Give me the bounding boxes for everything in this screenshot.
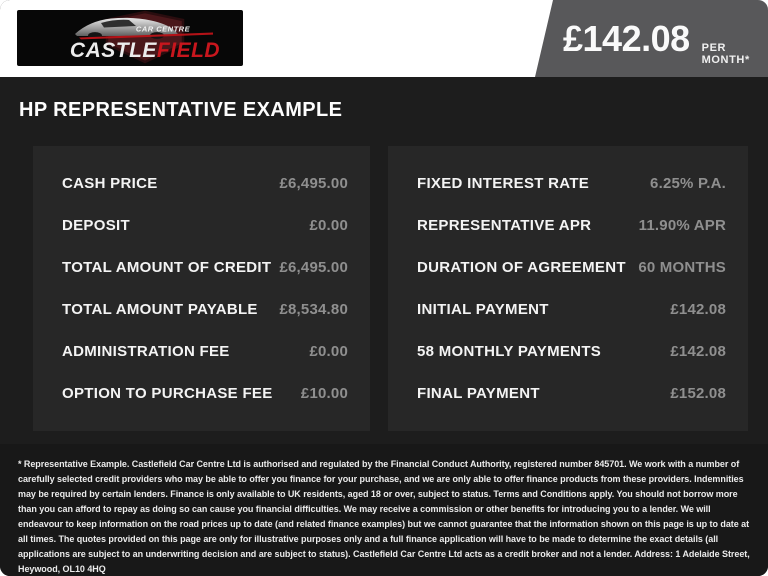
- row-label: TOTAL AMOUNT OF CREDIT: [62, 259, 272, 277]
- row-label: CASH PRICE: [62, 175, 158, 193]
- logo-tagline: CAR CENTRE: [136, 25, 191, 34]
- red-swoosh: [79, 32, 213, 40]
- row-value: £0.00: [309, 342, 348, 360]
- svg-text:CASTLEFIELD: CASTLEFIELD: [70, 39, 220, 62]
- row-value: £10.00: [300, 384, 348, 402]
- dealer-logo: CAR CENTRE CASTLEFIELD: [17, 10, 243, 66]
- finance-row-admin-fee: ADMINISTRATION FEE £0.00: [62, 330, 348, 372]
- row-label: DURATION OF AGREEMENT: [417, 259, 626, 277]
- finance-row-monthly-payments: 58 MONTHLY PAYMENTS £142.08: [417, 330, 726, 372]
- row-value: 60 MONTHS: [638, 259, 726, 277]
- finance-row-initial-payment: INITIAL PAYMENT £142.08: [417, 288, 726, 330]
- row-label: ADMINISTRATION FEE: [62, 342, 230, 360]
- row-label: OPTION TO PURCHASE FEE: [62, 384, 273, 402]
- finance-row-final-payment: FINAL PAYMENT £152.08: [417, 372, 726, 414]
- finance-panels: CASH PRICE £6,495.00 DEPOSIT £0.00 TOTAL…: [33, 146, 748, 431]
- finance-row-interest-rate: FIXED INTEREST RATE 6.25% P.A.: [417, 163, 726, 205]
- finance-row-duration: DURATION OF AGREEMENT 60 MONTHS: [417, 247, 726, 289]
- header: CAR CENTRE CASTLEFIELD £142.08 PER MONTH…: [0, 0, 768, 77]
- row-value: £142.08: [670, 342, 726, 360]
- row-label: TOTAL AMOUNT PAYABLE: [62, 300, 258, 318]
- row-value: 11.90% APR: [638, 217, 726, 235]
- monthly-price-flag: £142.08 PER MONTH*: [535, 0, 768, 77]
- finance-row-deposit: DEPOSIT £0.00: [62, 205, 348, 247]
- row-value: £0.00: [309, 217, 348, 235]
- finance-row-total-credit: TOTAL AMOUNT OF CREDIT £6,495.00: [62, 247, 348, 289]
- row-label: FINAL PAYMENT: [417, 384, 540, 402]
- disclaimer-section: * Representative Example. Castlefield Ca…: [0, 444, 768, 576]
- page-title: HP REPRESENTATIVE EXAMPLE: [19, 99, 343, 121]
- castlefield-logo-graphic: CAR CENTRE CASTLEFIELD: [70, 10, 220, 64]
- row-value: £6,495.00: [279, 259, 348, 277]
- finance-row-option-fee: OPTION TO PURCHASE FEE £10.00: [62, 372, 348, 414]
- row-label: 58 MONTHLY PAYMENTS: [417, 342, 602, 360]
- car-icon: [75, 17, 178, 39]
- finance-row-apr: REPRESENTATIVE APR 11.90% APR: [417, 205, 726, 247]
- logo-name-field: FIELD: [157, 39, 220, 62]
- row-label: INITIAL PAYMENT: [417, 300, 549, 318]
- finance-row-total-payable: TOTAL AMOUNT PAYABLE £8,534.80: [62, 288, 348, 330]
- monthly-price-suffix: PER MONTH*: [701, 42, 750, 66]
- row-value: £142.08: [670, 300, 726, 318]
- disclaimer-text: * Representative Example. Castlefield Ca…: [18, 459, 750, 574]
- row-value: £152.08: [670, 384, 726, 402]
- monthly-price-amount: £142.08: [563, 18, 690, 59]
- row-value: 6.25% P.A.: [650, 175, 726, 193]
- finance-row-cash-price: CASH PRICE £6,495.00: [62, 163, 348, 205]
- logo-name-castle: CASTLE: [70, 39, 157, 62]
- finance-panel-right: FIXED INTEREST RATE 6.25% P.A. REPRESENT…: [388, 146, 748, 431]
- row-label: DEPOSIT: [62, 217, 130, 235]
- row-label: FIXED INTEREST RATE: [417, 175, 590, 193]
- row-value: £8,534.80: [279, 300, 348, 318]
- row-label: REPRESENTATIVE APR: [417, 217, 592, 235]
- finance-panel-left: CASH PRICE £6,495.00 DEPOSIT £0.00 TOTAL…: [33, 146, 370, 431]
- row-value: £6,495.00: [279, 175, 348, 193]
